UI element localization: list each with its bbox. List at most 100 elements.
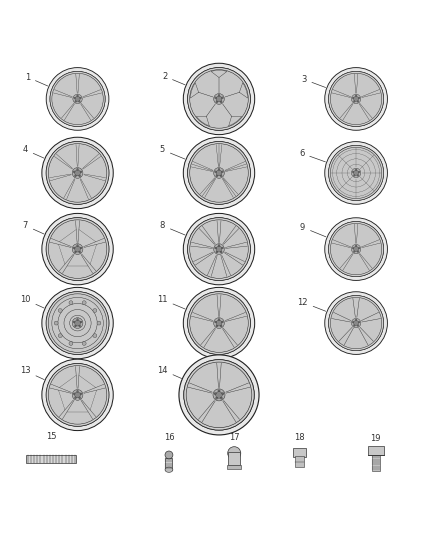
Circle shape bbox=[328, 295, 384, 351]
Circle shape bbox=[353, 171, 359, 175]
Circle shape bbox=[355, 319, 357, 321]
Circle shape bbox=[75, 96, 80, 101]
Circle shape bbox=[58, 309, 62, 312]
Circle shape bbox=[50, 71, 105, 126]
Circle shape bbox=[46, 142, 109, 204]
Circle shape bbox=[187, 68, 251, 131]
Circle shape bbox=[184, 360, 254, 430]
Circle shape bbox=[82, 342, 86, 345]
Circle shape bbox=[42, 213, 113, 285]
Circle shape bbox=[216, 320, 222, 326]
Circle shape bbox=[352, 171, 354, 173]
Circle shape bbox=[48, 366, 107, 424]
Text: 4: 4 bbox=[23, 146, 44, 158]
Circle shape bbox=[352, 97, 354, 99]
Circle shape bbox=[353, 96, 359, 101]
Circle shape bbox=[330, 223, 382, 275]
FancyBboxPatch shape bbox=[295, 456, 304, 467]
Circle shape bbox=[330, 73, 382, 125]
Text: 16: 16 bbox=[164, 433, 174, 442]
Circle shape bbox=[220, 325, 222, 327]
Text: 15: 15 bbox=[46, 432, 57, 441]
Circle shape bbox=[220, 251, 222, 253]
Circle shape bbox=[328, 146, 384, 200]
Circle shape bbox=[215, 397, 218, 399]
Circle shape bbox=[72, 244, 83, 254]
Circle shape bbox=[75, 101, 77, 102]
Circle shape bbox=[216, 96, 222, 102]
Circle shape bbox=[214, 244, 224, 254]
Text: 6: 6 bbox=[299, 149, 325, 162]
Circle shape bbox=[216, 325, 218, 327]
Circle shape bbox=[358, 247, 360, 249]
Circle shape bbox=[352, 247, 354, 249]
Circle shape bbox=[328, 222, 384, 277]
Circle shape bbox=[325, 218, 388, 280]
Circle shape bbox=[52, 73, 103, 125]
Circle shape bbox=[58, 334, 62, 337]
Text: 5: 5 bbox=[160, 146, 185, 159]
Circle shape bbox=[190, 144, 248, 202]
Circle shape bbox=[80, 171, 82, 173]
Circle shape bbox=[358, 171, 360, 173]
Circle shape bbox=[351, 168, 361, 177]
Circle shape bbox=[328, 295, 384, 351]
Circle shape bbox=[73, 94, 82, 103]
Circle shape bbox=[353, 175, 355, 176]
Circle shape bbox=[357, 325, 359, 327]
Circle shape bbox=[215, 97, 216, 99]
Circle shape bbox=[42, 287, 113, 359]
Circle shape bbox=[357, 251, 359, 253]
Circle shape bbox=[220, 101, 222, 103]
FancyBboxPatch shape bbox=[228, 453, 240, 465]
Circle shape bbox=[74, 175, 76, 177]
Circle shape bbox=[222, 321, 223, 323]
Circle shape bbox=[355, 245, 357, 247]
Circle shape bbox=[218, 245, 220, 246]
Circle shape bbox=[93, 309, 97, 312]
Circle shape bbox=[220, 175, 222, 177]
Circle shape bbox=[186, 362, 252, 427]
Circle shape bbox=[353, 325, 355, 327]
Circle shape bbox=[325, 292, 388, 354]
Circle shape bbox=[77, 245, 78, 246]
Circle shape bbox=[187, 142, 251, 204]
Circle shape bbox=[215, 247, 216, 249]
Text: 7: 7 bbox=[23, 221, 44, 234]
Circle shape bbox=[184, 213, 254, 285]
Circle shape bbox=[216, 175, 218, 177]
Circle shape bbox=[46, 364, 109, 426]
Circle shape bbox=[77, 390, 78, 392]
Circle shape bbox=[213, 389, 225, 401]
Circle shape bbox=[190, 220, 248, 278]
Circle shape bbox=[222, 97, 223, 99]
Circle shape bbox=[93, 334, 97, 337]
Circle shape bbox=[328, 222, 384, 277]
Circle shape bbox=[79, 397, 81, 399]
Circle shape bbox=[73, 393, 75, 395]
Circle shape bbox=[328, 71, 384, 126]
Circle shape bbox=[357, 101, 359, 102]
FancyBboxPatch shape bbox=[368, 446, 384, 455]
Circle shape bbox=[50, 71, 105, 126]
Circle shape bbox=[48, 220, 107, 278]
Circle shape bbox=[72, 167, 83, 178]
Circle shape bbox=[358, 97, 360, 99]
Circle shape bbox=[78, 101, 80, 102]
Circle shape bbox=[187, 68, 251, 131]
Circle shape bbox=[325, 142, 388, 204]
Text: 10: 10 bbox=[20, 295, 44, 308]
Circle shape bbox=[48, 294, 107, 352]
Circle shape bbox=[46, 217, 109, 280]
Circle shape bbox=[77, 168, 78, 170]
Circle shape bbox=[355, 169, 357, 171]
Circle shape bbox=[80, 247, 82, 249]
Circle shape bbox=[82, 301, 86, 305]
Circle shape bbox=[74, 246, 81, 252]
Circle shape bbox=[222, 392, 224, 395]
Circle shape bbox=[74, 170, 81, 176]
Text: 1: 1 bbox=[25, 72, 48, 86]
Circle shape bbox=[216, 246, 222, 252]
Circle shape bbox=[187, 217, 251, 280]
Circle shape bbox=[46, 364, 109, 426]
